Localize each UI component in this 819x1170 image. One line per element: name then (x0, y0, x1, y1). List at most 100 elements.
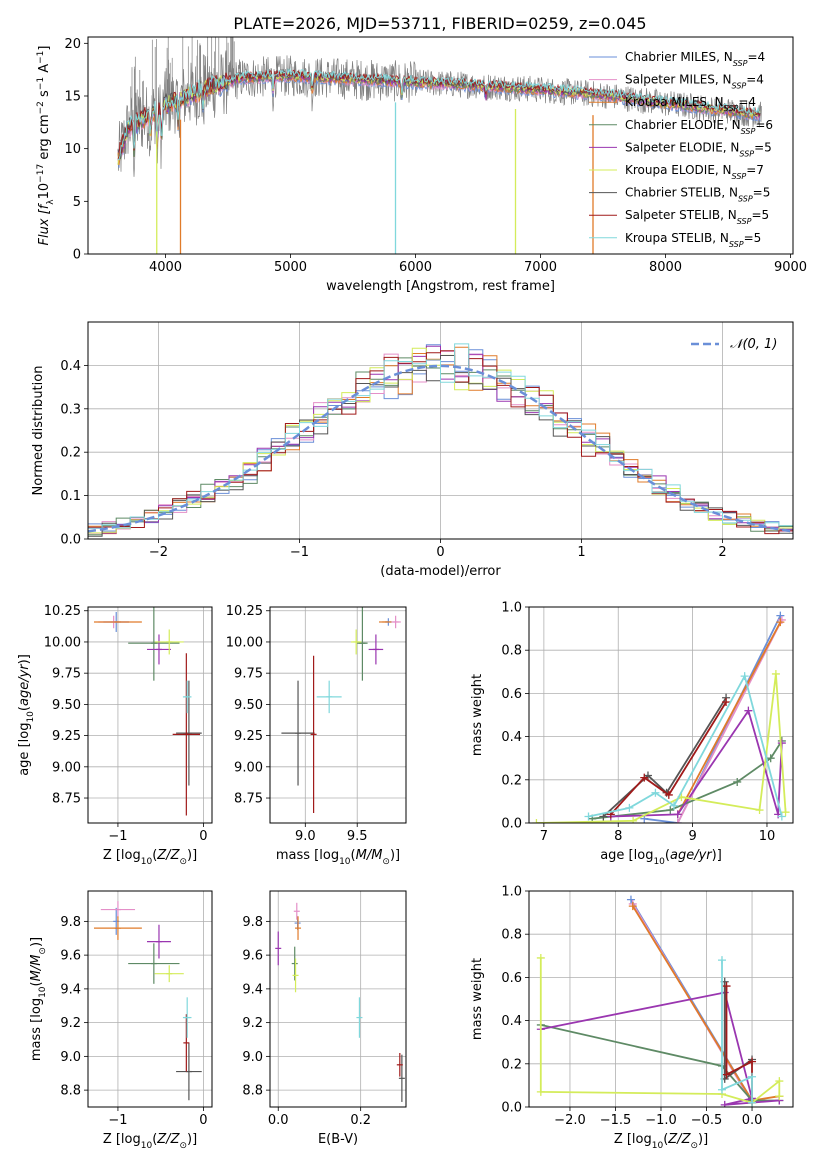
y-tick-label: 8.8 (242, 1084, 263, 1099)
axes-frame (269, 606, 407, 824)
label-part: ⊙ (382, 857, 390, 867)
weight-marker-kroupa_stelib (584, 812, 593, 821)
y-axis-label: mass weight (470, 674, 485, 756)
y-tick-label: 10.25 (226, 604, 263, 619)
label-part: Z [log (103, 848, 141, 863)
legend-label-chabrier_elodie: Chabrier ELODIE, NSSP=6 (625, 118, 773, 136)
x-tick-label: 0.0 (742, 1113, 763, 1128)
label-part: E(B-V) (318, 1132, 358, 1147)
y-tick-label: 5 (73, 195, 81, 210)
x-tick-label: −1.0 (645, 1113, 677, 1128)
label-part: (data-model)/error (380, 564, 501, 579)
legend-label-salpeter_elodie: Salpeter ELODIE, NSSP=5 (625, 140, 772, 158)
y-tick-label: 9.50 (234, 698, 263, 713)
y-tick-label: 1.0 (501, 601, 522, 616)
legend-text-part: SSP (732, 81, 747, 90)
weight-line-kroupa_stelib (721, 960, 753, 1103)
label-part: ⊙ (690, 1141, 698, 1151)
label-part: Z/Z (156, 1132, 180, 1147)
y-tick-label: 9.25 (234, 729, 263, 744)
y-tick-label: 9.6 (60, 949, 81, 964)
weight-marker-kroupa_elodie (771, 669, 780, 678)
y-tick-label: 0.0 (60, 533, 81, 548)
label-part: ⊙ (179, 857, 187, 867)
legend-text-part: SSP (732, 172, 747, 181)
x-tick-label: −1 (108, 1113, 127, 1128)
legend-text-part: Chabrier ELODIE, N (625, 118, 741, 132)
weight-marker-chabrier_elodie (766, 754, 775, 763)
label-part: age [log (600, 848, 653, 863)
y-tick-label: 9.00 (234, 760, 263, 775)
weight-marker-salpeter_stelib (748, 1057, 757, 1066)
label-part: mass weight (470, 674, 485, 756)
label-part: Z/Z (156, 848, 180, 863)
y-tick-label: 8.8 (60, 1084, 81, 1099)
axes-frame (87, 606, 213, 824)
label-part: s (37, 90, 52, 101)
label-part: )] (698, 1132, 708, 1147)
legend-text-part: =4 (746, 73, 764, 87)
legend-text-part: =7 (746, 163, 764, 177)
weight-line-kroupa_elodie (536, 673, 787, 823)
legend-label-kroupa_stelib: Kroupa STELIB, NSSP=5 (625, 231, 761, 249)
y-tick-label: 9.25 (52, 729, 81, 744)
y-tick-label: 15 (64, 89, 81, 104)
y-tick-label: 1.0 (501, 885, 522, 900)
label-part: ( (152, 1132, 157, 1147)
weight-marker-kroupa_stelib (740, 672, 749, 681)
y-tick-label: 0.3 (60, 402, 81, 417)
legend-text-part: Kroupa STELIB, N (625, 231, 729, 245)
x-tick-label: 10 (759, 829, 776, 844)
y-tick-label: 9.75 (52, 667, 81, 682)
legend-text-part: =4 (747, 50, 765, 64)
legend-text-part: SSP (741, 126, 756, 135)
weight-line-kroupa_miles (676, 621, 782, 815)
weight-marker-kroupa_stelib (717, 1085, 726, 1094)
label-part: )] (29, 937, 44, 947)
legend-label-salpeter_stelib: Salpeter STELIB, NSSP=5 (625, 208, 769, 226)
x-tick-label: 9 (688, 829, 696, 844)
label-part: 10 (141, 1141, 153, 1151)
legend-text-part: SSP (739, 149, 754, 158)
label-part: 10 (652, 1141, 664, 1151)
plot-area (532, 611, 790, 823)
label-part: age/yr (17, 663, 32, 706)
y-tick-label: 9.50 (52, 698, 81, 713)
legend-label-chabrier_stelib: Chabrier STELIB, NSSP=5 (625, 186, 770, 204)
weight-marker-kroupa_stelib (748, 1098, 757, 1107)
weight-line-salpeter_stelib (610, 701, 727, 816)
y-tick-label: 9.2 (242, 1016, 263, 1031)
weight-marker-chabrier_elodie (666, 806, 675, 815)
panel-mass_vs_z: −1 08.89.09.29.49.69.8Z [log10(Z/Z⊙)]mass… (29, 890, 213, 1151)
y-tick-label: 9.0 (242, 1050, 263, 1065)
x-tick-label: 8 (614, 829, 622, 844)
label-part: ] (37, 46, 52, 51)
x-tick-label: 6000 (399, 260, 432, 275)
label-part: ⊙ (179, 1141, 187, 1151)
weight-marker-kroupa_stelib (777, 812, 786, 821)
panel-age_vs_mass: 9.0 9.5 8.75 9.00 9.25 9.50 9.75 10.00 10.25 mass… (226, 604, 407, 867)
weight-line-kroupa_miles (632, 905, 780, 1102)
y-tick-label: 9.8 (60, 915, 81, 930)
label-part: Flux [f (37, 202, 52, 245)
y-tick-label: 9.4 (60, 982, 81, 997)
label-part: 10 (37, 183, 52, 200)
label-part: M/M (29, 955, 44, 982)
y-tick-label: 9.6 (242, 949, 263, 964)
label-part: 10 (38, 986, 48, 998)
x-tick-label: 9.5 (347, 829, 368, 844)
label-part: λ (46, 199, 56, 205)
weight-marker-kroupa_stelib (651, 788, 660, 797)
x-tick-label: −1.5 (600, 1113, 632, 1128)
plot-area (88, 343, 793, 538)
label-part: wavelength [Angstrom, rest frame] (326, 279, 555, 294)
label-part: mass [log (276, 848, 339, 863)
label-part: ( (351, 848, 356, 863)
panel-spectrum: 4000 5000 6000 7000 8000 9000 0 5 10 15 20 waveleng… (36, 36, 807, 294)
y-tick-label: 0 (73, 248, 81, 263)
y-tick-label: 9.2 (60, 1016, 81, 1031)
label-part: mass [log (29, 998, 44, 1061)
label-part: −1 (36, 51, 46, 64)
